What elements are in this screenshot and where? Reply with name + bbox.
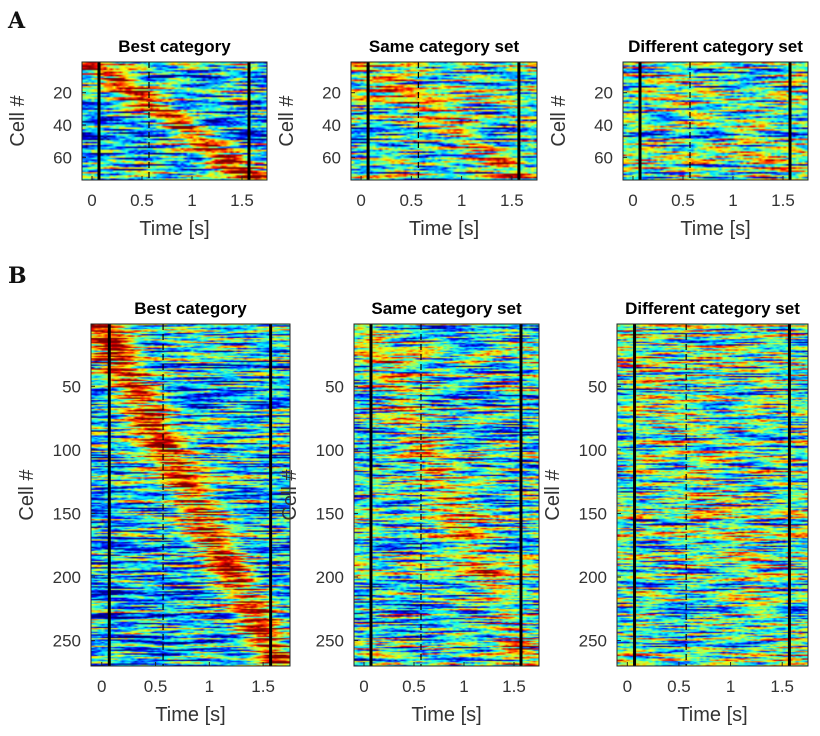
x-tick-label: 1.5 bbox=[771, 191, 795, 210]
heatmap-panel: Different category set 0 0.5 1 1.5 20 40 60 Time… bbox=[548, 37, 809, 240]
heatmap-panel: Different category set 0 0.5 1 1.5 50 100 150 20… bbox=[542, 299, 809, 726]
plot-frame bbox=[81, 61, 268, 181]
plot-frame bbox=[616, 323, 809, 667]
y-axis-label: Cell # bbox=[7, 95, 29, 147]
chart-title: Different category set bbox=[628, 37, 803, 56]
y-tick-label: 100 bbox=[316, 441, 344, 460]
plot-frame bbox=[90, 323, 291, 667]
x-tick-label: 0 bbox=[356, 191, 365, 210]
x-tick-label: 0.5 bbox=[671, 191, 695, 210]
x-tick-label: 0.5 bbox=[402, 677, 426, 696]
plot-frame bbox=[350, 61, 538, 181]
x-tick-label: 1.5 bbox=[770, 677, 794, 696]
y-tick-label: 40 bbox=[322, 116, 341, 135]
y-tick-label: 150 bbox=[53, 504, 81, 523]
x-axis-label: Time [s] bbox=[680, 218, 750, 240]
heatmap-panel: Same category set 0 0.5 1 1.5 20 40 60 Time [s] C… bbox=[276, 37, 538, 240]
y-tick-label: 20 bbox=[322, 84, 341, 103]
heatmap-image bbox=[91, 324, 290, 666]
x-tick-label: 0.5 bbox=[400, 191, 424, 210]
x-tick-label: 1 bbox=[728, 191, 737, 210]
x-tick-label: 1.5 bbox=[251, 677, 275, 696]
x-tick-label: 0.5 bbox=[130, 191, 154, 210]
x-tick-label: 0 bbox=[359, 677, 368, 696]
x-tick-label: 0.5 bbox=[144, 677, 168, 696]
x-tick-label: 1.5 bbox=[500, 191, 524, 210]
x-axis-label: Time [s] bbox=[409, 218, 479, 240]
x-tick-label: 0 bbox=[87, 191, 96, 210]
plot-frame bbox=[622, 61, 809, 181]
heatmap-panel: Best category 0 0.5 1 1.5 20 40 60 Time [s] Cell … bbox=[7, 37, 268, 240]
chart-title: Best category bbox=[118, 37, 231, 56]
y-tick-label: 100 bbox=[53, 441, 81, 460]
x-tick-label: 1.5 bbox=[230, 191, 254, 210]
y-tick-label: 50 bbox=[62, 377, 81, 396]
x-tick-label: 1 bbox=[205, 677, 214, 696]
x-tick-label: 0 bbox=[623, 677, 632, 696]
y-tick-label: 200 bbox=[53, 568, 81, 587]
y-tick-label: 250 bbox=[579, 632, 607, 651]
y-tick-label: 60 bbox=[53, 148, 72, 167]
chart-title: Best category bbox=[134, 299, 247, 318]
y-tick-label: 150 bbox=[316, 504, 344, 523]
y-tick-label: 200 bbox=[316, 568, 344, 587]
x-tick-label: 1 bbox=[457, 191, 466, 210]
y-tick-label: 20 bbox=[594, 84, 613, 103]
chart-title: Same category set bbox=[371, 299, 522, 318]
x-tick-label: 1 bbox=[459, 677, 468, 696]
y-tick-label: 60 bbox=[594, 148, 613, 167]
x-axis-label: Time [s] bbox=[411, 704, 481, 726]
y-tick-label: 20 bbox=[53, 84, 72, 103]
x-axis-label: Time [s] bbox=[155, 704, 225, 726]
y-axis-label: Cell # bbox=[16, 469, 38, 521]
heatmap-image bbox=[617, 324, 808, 666]
x-axis-label: Time [s] bbox=[139, 218, 209, 240]
y-axis-label: Cell # bbox=[542, 469, 564, 521]
x-tick-label: 0 bbox=[628, 191, 637, 210]
x-tick-label: 1 bbox=[187, 191, 196, 210]
x-tick-label: 0.5 bbox=[667, 677, 691, 696]
chart-title: Same category set bbox=[369, 37, 520, 56]
panel-label-a: A bbox=[7, 8, 26, 34]
y-axis-label: Cell # bbox=[276, 95, 298, 147]
chart-title: Different category set bbox=[625, 299, 800, 318]
panel-label-b: B bbox=[8, 263, 27, 289]
plot-frame bbox=[353, 323, 540, 667]
y-tick-label: 50 bbox=[325, 377, 344, 396]
y-tick-label: 250 bbox=[316, 632, 344, 651]
heatmap-panel: Same category set 0 0.5 1 1.5 50 100 150 200 250 T… bbox=[279, 299, 540, 726]
heatmap-panel: Best category 0 0.5 1 1.5 50 100 150 200 250 Time … bbox=[16, 299, 291, 726]
x-tick-label: 0 bbox=[97, 677, 106, 696]
y-tick-label: 40 bbox=[594, 116, 613, 135]
y-tick-label: 50 bbox=[588, 377, 607, 396]
x-tick-label: 1.5 bbox=[502, 677, 526, 696]
heatmap-image bbox=[354, 324, 539, 666]
heatmap-image bbox=[82, 62, 267, 180]
heatmap-image bbox=[623, 62, 808, 180]
y-tick-label: 150 bbox=[579, 504, 607, 523]
y-axis-label: Cell # bbox=[548, 95, 570, 147]
heatmap-image bbox=[351, 62, 537, 180]
y-tick-label: 40 bbox=[53, 116, 72, 135]
x-tick-label: 1 bbox=[726, 677, 735, 696]
x-axis-label: Time [s] bbox=[677, 704, 747, 726]
y-axis-label: Cell # bbox=[279, 469, 301, 521]
y-tick-label: 100 bbox=[579, 441, 607, 460]
y-tick-label: 250 bbox=[53, 632, 81, 651]
y-tick-label: 60 bbox=[322, 148, 341, 167]
y-tick-label: 200 bbox=[579, 568, 607, 587]
